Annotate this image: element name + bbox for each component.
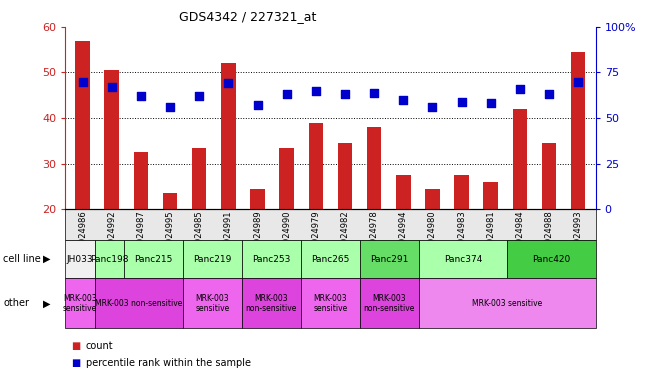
Bar [396, 175, 411, 209]
Bar [133, 152, 148, 209]
Point [427, 104, 437, 110]
Text: MRK-003 sensitive: MRK-003 sensitive [472, 299, 542, 308]
Bar [221, 63, 236, 209]
Point [165, 104, 175, 110]
Text: other: other [3, 298, 29, 308]
Point [311, 88, 321, 94]
Text: ▶: ▶ [43, 254, 51, 264]
Point [194, 93, 204, 99]
Bar [542, 143, 557, 209]
Bar [571, 52, 585, 209]
Bar [250, 189, 265, 209]
Text: Panc291: Panc291 [370, 255, 409, 264]
Bar [76, 41, 90, 209]
Point [281, 91, 292, 98]
Text: GDS4342 / 227321_at: GDS4342 / 227321_at [178, 10, 316, 23]
Bar [104, 70, 119, 209]
Text: MRK-003
sensitive: MRK-003 sensitive [195, 294, 230, 313]
Bar [512, 109, 527, 209]
Bar [454, 175, 469, 209]
Text: Panc253: Panc253 [252, 255, 290, 264]
Point [398, 97, 408, 103]
Text: ■: ■ [72, 341, 81, 351]
Text: MRK-003
non-sensitive: MRK-003 non-sensitive [364, 294, 415, 313]
Text: Panc374: Panc374 [444, 255, 482, 264]
Point [135, 93, 146, 99]
Bar [279, 148, 294, 209]
Bar [425, 189, 439, 209]
Point [486, 101, 496, 107]
Text: Panc265: Panc265 [311, 255, 350, 264]
Point [515, 86, 525, 92]
Text: ■: ■ [72, 358, 81, 368]
Text: Panc198: Panc198 [90, 255, 128, 264]
Text: Panc420: Panc420 [533, 255, 570, 264]
Point [369, 89, 380, 96]
Bar [309, 122, 323, 209]
Bar [163, 193, 177, 209]
Text: MRK-003
sensitive: MRK-003 sensitive [62, 294, 97, 313]
Text: cell line: cell line [3, 254, 41, 264]
Text: percentile rank within the sample: percentile rank within the sample [86, 358, 251, 368]
Point [544, 91, 554, 98]
Bar [192, 148, 206, 209]
Text: Panc219: Panc219 [193, 255, 232, 264]
Text: JH033: JH033 [66, 255, 93, 264]
Bar [338, 143, 352, 209]
Text: MRK-003
sensitive: MRK-003 sensitive [313, 294, 348, 313]
Point [253, 102, 263, 108]
Text: MRK-003
non-sensitive: MRK-003 non-sensitive [245, 294, 297, 313]
Bar [484, 182, 498, 209]
Text: MRK-003 non-sensitive: MRK-003 non-sensitive [95, 299, 182, 308]
Point [573, 79, 583, 85]
Bar [367, 127, 381, 209]
Point [340, 91, 350, 98]
Point [107, 84, 117, 90]
Text: ▶: ▶ [43, 298, 51, 308]
Point [223, 80, 234, 86]
Point [456, 99, 467, 105]
Point [77, 79, 88, 85]
Text: count: count [86, 341, 113, 351]
Text: Panc215: Panc215 [134, 255, 173, 264]
